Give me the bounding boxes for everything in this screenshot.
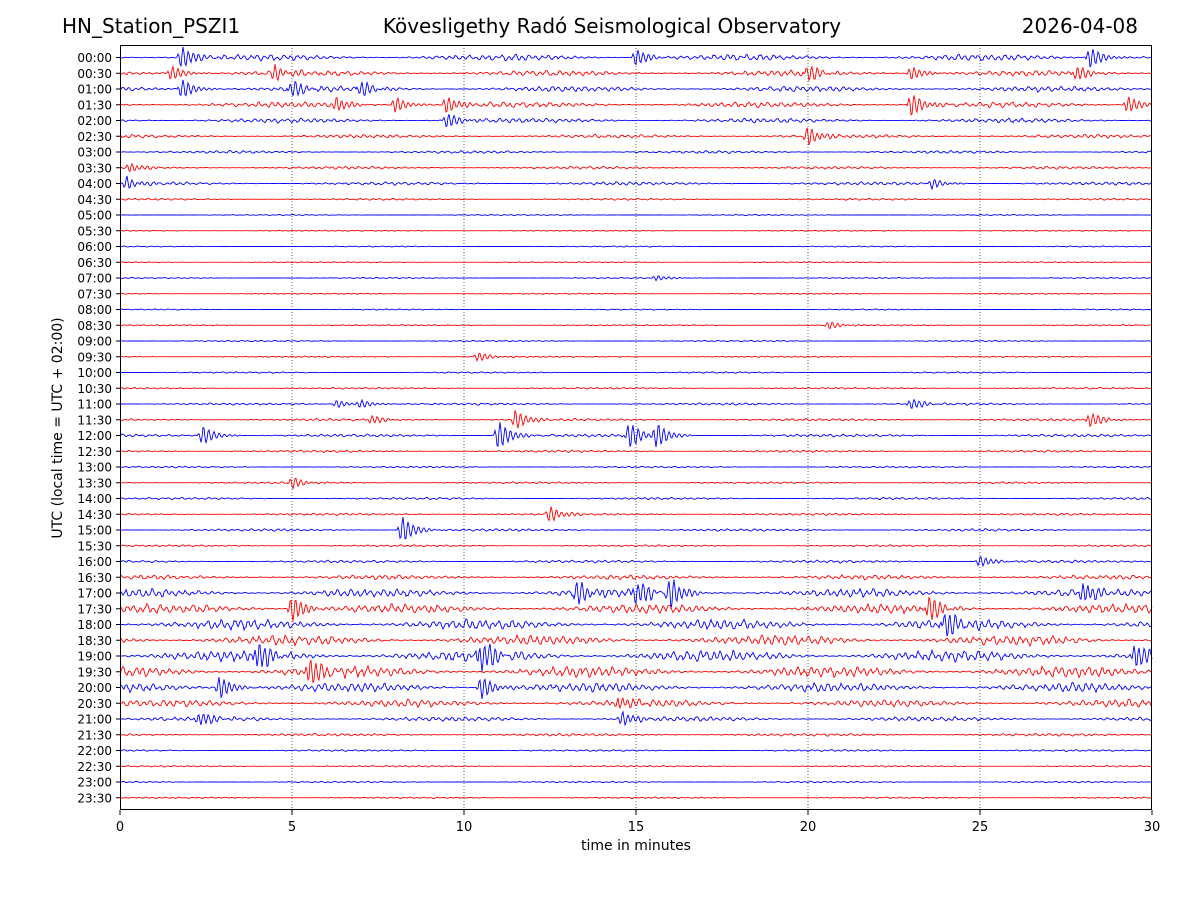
y-tick-label: 14:00: [77, 492, 112, 506]
trace-0900: [120, 339, 1153, 343]
x-tick-label: 25: [972, 820, 989, 835]
y-tick-label: 01:00: [77, 83, 112, 97]
y-tick-label: 13:00: [77, 461, 112, 475]
trace-1300: [119, 465, 1153, 469]
y-tick-label: 18:00: [77, 618, 112, 632]
trace-0500: [119, 214, 1152, 217]
y-tick-label: 05:30: [77, 224, 112, 238]
trace-2300: [119, 780, 1153, 784]
y-tick-label: 13:30: [77, 476, 112, 490]
trace-0530: [120, 229, 1153, 232]
y-tick-label: 21:30: [77, 728, 112, 742]
trace-0300: [120, 149, 1153, 154]
y-tick-label: 07:30: [77, 287, 112, 301]
x-axis-label: time in minutes: [581, 838, 691, 854]
trace-2330: [119, 796, 1153, 799]
trace-2100: [119, 710, 1153, 727]
x-tick-label: 15: [628, 820, 645, 835]
trace-0100: [119, 79, 1153, 97]
y-tick-label: 11:00: [77, 398, 112, 412]
trace-0430: [119, 197, 1153, 201]
y-tick-label: 04:00: [77, 177, 112, 191]
trace-0830: [119, 321, 1153, 330]
y-tick-label: 23:30: [77, 791, 112, 805]
y-tick-label: 11:30: [77, 413, 112, 427]
trace-0930: [120, 352, 1152, 362]
grid-lines: [291, 45, 981, 810]
y-tick-label: 01:30: [77, 98, 112, 112]
trace-2000: [119, 677, 1153, 699]
y-tick-label: 12:30: [77, 445, 112, 459]
x-axis-ticks: 0 5 10 15 20 25 30: [116, 810, 1160, 835]
y-tick-label: 02:00: [77, 114, 112, 128]
y-tick-label: 20:30: [77, 697, 112, 711]
y-tick-label: 19:00: [77, 650, 112, 664]
y-tick-label: 22:00: [77, 744, 112, 758]
record-date: 2026-04-08: [1021, 14, 1138, 38]
y-tick-label: 06:30: [77, 256, 112, 270]
y-tick-label: 17:00: [77, 587, 112, 601]
y-tick-label: 06:00: [77, 240, 112, 254]
trace-0230: [119, 127, 1153, 146]
trace-1430: [119, 506, 1153, 522]
x-tick-label: 30: [1144, 820, 1161, 835]
y-tick-label: 08:00: [77, 303, 112, 317]
x-tick-label: 10: [456, 820, 473, 835]
y-tick-label: 16:30: [77, 571, 112, 585]
y-tick-label: 03:30: [77, 161, 112, 175]
y-axis-label: UTC (local time = UTC + 02:00): [50, 317, 66, 538]
y-tick-label: 17:30: [77, 602, 112, 616]
y-tick-label: 10:30: [77, 382, 112, 396]
y-tick-label: 09:30: [77, 350, 112, 364]
trace-0700: [119, 275, 1153, 282]
y-tick-label: 08:30: [77, 319, 112, 333]
y-tick-label: 16:00: [77, 555, 112, 569]
y-tick-label: 21:00: [77, 713, 112, 727]
trace-1130: [119, 409, 1153, 429]
trace-1100: [120, 398, 1153, 409]
y-tick-label: 15:00: [77, 524, 112, 538]
y-tick-label: 20:00: [77, 681, 112, 695]
y-tick-label: 22:30: [77, 760, 112, 774]
observatory-title: Kövesligethy Radó Seismological Observat…: [382, 14, 842, 38]
trace-1230: [119, 449, 1152, 453]
y-tick-label: 00:00: [77, 51, 112, 65]
y-tick-label: 12:00: [77, 429, 112, 443]
x-tick-label: 0: [116, 820, 124, 835]
y-tick-label: 09:00: [77, 335, 112, 349]
y-tick-label: 07:00: [77, 272, 112, 286]
trace-1500: [119, 516, 1153, 540]
y-tick-label: 23:00: [77, 776, 112, 790]
plot-frame: [120, 45, 1152, 810]
trace-1630: [119, 573, 1153, 581]
trace-0330: [119, 162, 1153, 173]
y-tick-label: 19:30: [77, 665, 112, 679]
station-name: HN_Station_PSZI1: [62, 14, 241, 38]
y-tick-label: 00:30: [77, 67, 112, 81]
trace-1730: [119, 596, 1153, 622]
y-tick-label: 18:30: [77, 634, 112, 648]
y-tick-label: 05:00: [77, 209, 112, 223]
x-tick-label: 20: [800, 820, 817, 835]
trace-0630: [119, 261, 1152, 264]
y-tick-label: 02:30: [77, 130, 112, 144]
y-tick-label: 14:30: [77, 508, 112, 522]
y-tick-label: 15:30: [77, 539, 112, 553]
y-tick-label: 04:30: [77, 193, 112, 207]
y-tick-label: 10:00: [77, 366, 112, 380]
x-tick-label: 5: [288, 820, 296, 835]
y-tick-label: 03:00: [77, 146, 112, 160]
